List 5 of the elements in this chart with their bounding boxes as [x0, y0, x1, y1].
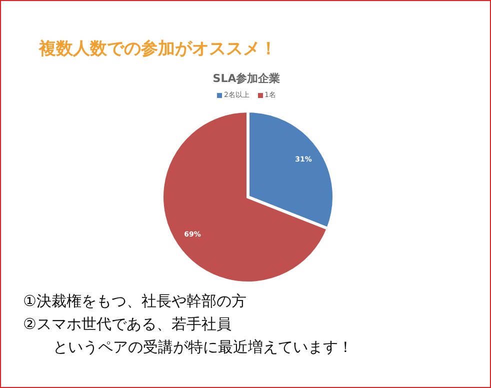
text: 複数人数での参加がオススメ！	[39, 38, 277, 60]
chart-title: SLA参加企業	[212, 71, 282, 86]
text: というペアの受講が特に最近増えています！	[52, 338, 353, 357]
text: ①決裁権をもつ、社長や幹部の方	[23, 292, 246, 311]
text: ②スマホ世代である、若手社員	[23, 315, 232, 334]
